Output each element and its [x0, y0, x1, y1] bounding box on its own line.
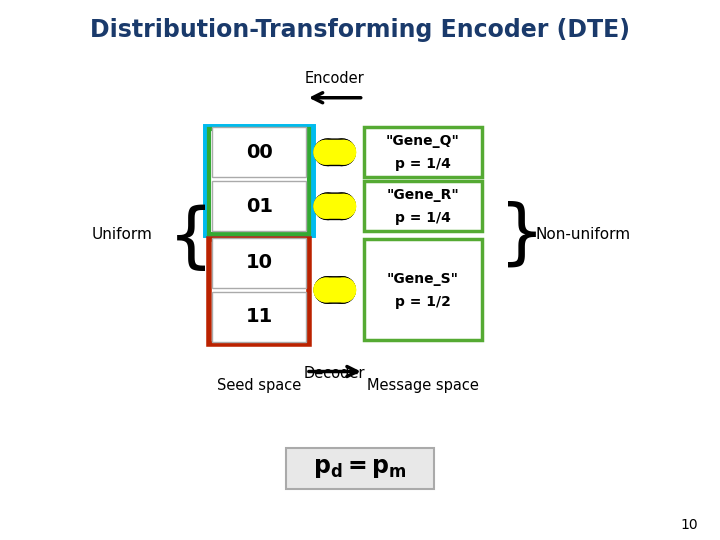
Bar [287, 448, 433, 489]
Text: 01: 01 [246, 197, 273, 216]
Bar [364, 181, 482, 231]
Text: }: } [499, 200, 545, 269]
Bar [212, 127, 306, 177]
Text: Uniform: Uniform [92, 227, 153, 242]
Text: }: } [150, 200, 196, 269]
Text: "Gene_S": "Gene_S" [387, 272, 459, 286]
Bar [212, 292, 306, 342]
Text: 00: 00 [246, 143, 273, 162]
Bar [364, 127, 482, 177]
Text: 10: 10 [246, 253, 273, 273]
Bar [209, 239, 310, 345]
Text: Encoder: Encoder [305, 71, 364, 86]
Text: Message space: Message space [367, 377, 479, 393]
Bar [364, 240, 482, 341]
Text: "Gene_R": "Gene_R" [387, 188, 459, 202]
Bar [206, 127, 312, 234]
Text: $\mathbf{p_d = p_m}$: $\mathbf{p_d = p_m}$ [313, 456, 407, 481]
Text: p = 1/4: p = 1/4 [395, 211, 451, 225]
Text: Decoder: Decoder [304, 366, 366, 381]
Text: Seed space: Seed space [217, 377, 302, 393]
Bar [212, 181, 306, 231]
Bar [209, 129, 310, 233]
Text: Distribution-Transforming Encoder (DTE): Distribution-Transforming Encoder (DTE) [90, 18, 630, 42]
Text: Non-uniform: Non-uniform [536, 227, 631, 242]
Bar [212, 238, 306, 288]
Text: "Gene_Q": "Gene_Q" [386, 134, 460, 149]
Text: p = 1/4: p = 1/4 [395, 157, 451, 171]
Text: p = 1/2: p = 1/2 [395, 295, 451, 309]
Text: 10: 10 [681, 518, 698, 532]
Text: 11: 11 [246, 307, 273, 327]
